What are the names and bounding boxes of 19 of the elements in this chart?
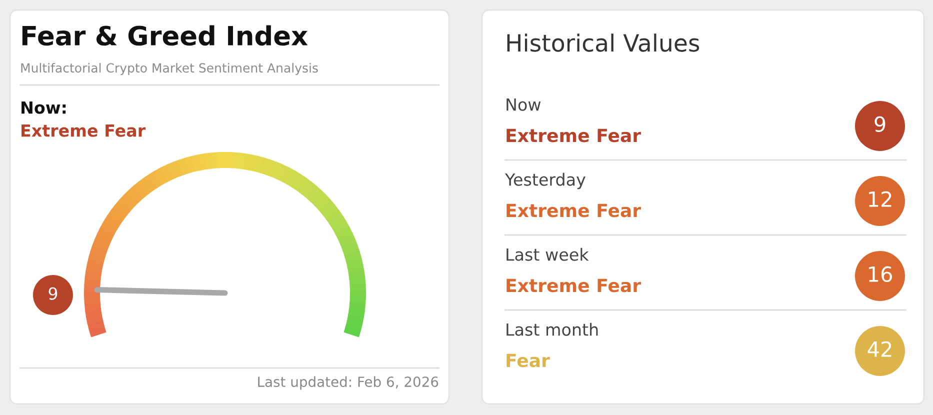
text: Multifactorial Crypto Market Sentiment Analysis bbox=[21, 62, 318, 76]
text: Extreme Fear bbox=[506, 278, 641, 292]
text: Last week bbox=[506, 248, 589, 261]
text: Extreme Fear bbox=[506, 204, 641, 218]
text: Now: bbox=[22, 101, 66, 114]
text: Now bbox=[506, 98, 541, 111]
text: Last month bbox=[506, 322, 598, 336]
text: Fear bbox=[506, 354, 550, 368]
text: Extreme Fear bbox=[22, 124, 146, 137]
text: 12 bbox=[869, 191, 892, 207]
text: Last updated: Feb 6, 2026 bbox=[258, 376, 438, 390]
data-label: 9 bbox=[874, 116, 886, 132]
text: Historical Values bbox=[507, 34, 700, 52]
text: 9 bbox=[48, 287, 58, 300]
text: Yesterday bbox=[504, 172, 586, 190]
text: Fear & Greed Index bbox=[22, 25, 308, 46]
text: Extreme Fear bbox=[506, 128, 641, 142]
text: 16 bbox=[869, 266, 892, 282]
text: 42 bbox=[868, 341, 892, 357]
